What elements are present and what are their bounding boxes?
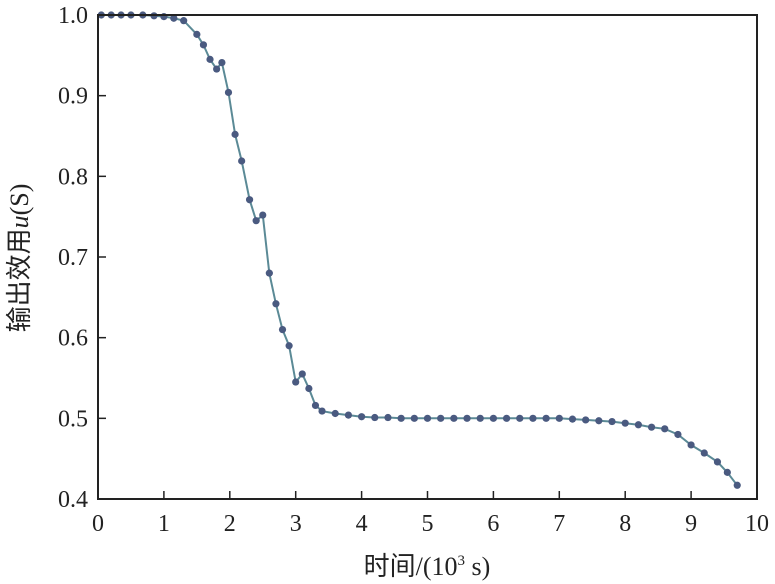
data-point [259, 211, 267, 219]
data-point [555, 414, 563, 422]
data-point [437, 414, 445, 422]
x-tick-label: 0 [92, 511, 104, 537]
y-axis: 0.4 0.5 0.6 0.7 0.8 0.9 1.0 [58, 3, 106, 513]
data-point [502, 414, 511, 422]
x-axis-label: 时间/(103 s) [364, 552, 491, 581]
x-tick-label: 3 [290, 511, 302, 537]
y-tick-label: 0.5 [58, 406, 88, 432]
data-point [384, 413, 392, 422]
data-point [358, 413, 366, 421]
data-point [568, 415, 577, 423]
data-point [180, 17, 188, 25]
data-point [410, 414, 418, 422]
series-line [101, 14, 738, 486]
data-point [529, 414, 537, 422]
data-point [278, 326, 287, 334]
y-axis-label: 输出效用u(S) [5, 184, 34, 333]
x-tick-label: 1 [158, 511, 170, 537]
x-tick-label: 2 [224, 511, 236, 537]
x-tick-label: 10 [745, 511, 769, 537]
data-point [285, 342, 293, 350]
y-tick-label: 0.8 [58, 164, 88, 190]
data-point [272, 300, 280, 308]
data-point [199, 41, 208, 49]
data-point [674, 430, 682, 439]
data-point [224, 88, 233, 97]
data-point [647, 423, 656, 431]
data-point [621, 419, 629, 427]
data-point [292, 378, 300, 386]
y-tick-label: 0.6 [58, 326, 88, 352]
data-point [206, 55, 214, 63]
data-point [463, 414, 471, 422]
data-point [542, 414, 550, 422]
plot-area [97, 11, 741, 489]
data-point [344, 411, 353, 419]
data-point [661, 425, 669, 433]
data-point [245, 196, 254, 204]
data-point [231, 130, 239, 138]
data-point [687, 441, 695, 449]
data-point [582, 416, 590, 424]
data-point [608, 417, 616, 426]
x-tick-label: 7 [553, 511, 565, 537]
data-point [238, 157, 246, 165]
data-point [723, 468, 731, 476]
data-point [218, 58, 226, 67]
data-point [318, 407, 326, 415]
data-point [516, 414, 524, 422]
data-point [331, 409, 339, 418]
data-point [265, 269, 273, 277]
data-point [298, 370, 306, 378]
x-tick-label: 5 [422, 511, 434, 537]
data-point [450, 414, 458, 422]
y-tick-label: 0.4 [58, 487, 88, 513]
x-tick-label: 4 [356, 511, 368, 537]
y-tick-label: 0.7 [58, 245, 88, 271]
y-tick-label: 0.9 [58, 84, 88, 110]
x-tick-label: 6 [487, 511, 499, 537]
data-point [713, 458, 722, 466]
data-point [170, 14, 178, 22]
data-point [595, 417, 603, 425]
data-point [252, 217, 260, 225]
data-point [213, 65, 221, 73]
data-point [397, 414, 405, 422]
y-tick-label: 1.0 [58, 3, 88, 29]
x-tick-label: 9 [685, 511, 697, 537]
data-point [476, 414, 484, 422]
plot-frame [97, 14, 758, 500]
data-point [311, 401, 320, 410]
data-point [371, 413, 379, 422]
data-point [305, 384, 313, 393]
data-point [193, 30, 201, 38]
x-tick-label: 8 [619, 511, 631, 537]
data-point [733, 481, 741, 489]
data-point [634, 421, 642, 429]
data-point [423, 414, 432, 422]
x-axis: 0 1 2 3 4 5 6 7 8 9 10 [92, 491, 769, 537]
data-point [489, 414, 497, 422]
data-point [700, 449, 708, 457]
